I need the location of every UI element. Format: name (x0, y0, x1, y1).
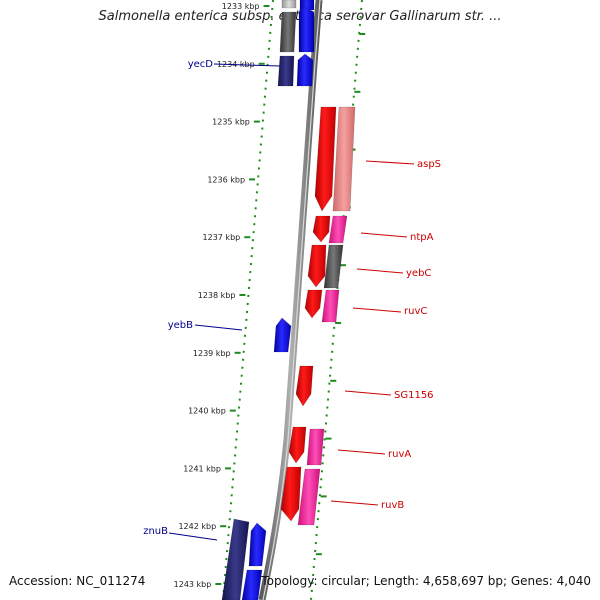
tick-label: 1235 kbp (212, 118, 250, 127)
gene-yecD[interactable] (277, 55, 295, 87)
label-leader-line (352, 307, 402, 313)
gene-SG1156[interactable] (295, 365, 314, 407)
gene-label-ruvc[interactable]: ruvC (404, 306, 427, 317)
gene-ruvC-pink[interactable] (321, 289, 340, 323)
gene-ruvB-red[interactable] (280, 466, 302, 522)
gene-label-ntpa[interactable]: ntpA (410, 232, 434, 243)
accession-text: Accession: NC_011274 (9, 574, 146, 588)
gene-label-asps[interactable]: aspS (417, 159, 441, 170)
tick-label: 1238 kbp (198, 291, 236, 300)
gene-znuB[interactable] (221, 518, 250, 600)
tick-label: 1239 kbp (193, 349, 231, 358)
gene-block-gray[interactable] (279, 11, 297, 53)
gene-label-yebb[interactable]: yebB (168, 320, 193, 331)
label-leader-line (344, 390, 392, 396)
gene-block-blue-d[interactable] (241, 569, 263, 600)
gene-yebC-red[interactable] (307, 244, 327, 288)
label-leader-line (213, 63, 281, 67)
gene-aspS-red[interactable] (314, 106, 337, 212)
tick-label: 1236 kbp (207, 175, 245, 184)
gene-label-yecd[interactable]: yecD (188, 59, 214, 70)
label-leader-line (168, 532, 218, 541)
gene-yebB[interactable] (273, 317, 292, 353)
gene-block-blue-c[interactable] (248, 522, 267, 567)
gene-block-top-gray[interactable] (281, 0, 297, 9)
gene-label-sg1156[interactable]: SG1156 (394, 390, 434, 401)
gene-ruvC-red[interactable] (304, 289, 323, 319)
gene-block-blue-b[interactable] (296, 53, 314, 87)
gene-labels: yecD aspS ntpA yebC ruvC yebB SG1156 ruvA ruvB zn… (143, 59, 441, 541)
gene-ruvA-pink[interactable] (306, 428, 325, 466)
gene-label-ruvb[interactable]: ruvB (381, 500, 404, 511)
gene-label-znub[interactable]: znuB (143, 526, 168, 537)
label-leader-line (356, 268, 404, 274)
tick-label: 1240 kbp (188, 407, 226, 416)
label-leader-line (360, 232, 408, 238)
tick-label: 1242 kbp (178, 522, 216, 531)
gene-yebC-gray[interactable] (323, 244, 344, 289)
label-leader-line (365, 160, 415, 165)
genome-backbone (258, 0, 323, 600)
tick-label: 1233 kbp (222, 2, 260, 11)
label-leader-line (337, 449, 386, 455)
label-leader-line (194, 324, 243, 331)
gene-ruvA-red[interactable] (288, 426, 307, 464)
gene-aspS-salmon[interactable] (332, 106, 356, 212)
gene-ntpA-pink[interactable] (328, 215, 348, 244)
tick-label: 1237 kbp (203, 233, 241, 242)
tick-label: 1241 kbp (183, 464, 221, 473)
gene-ruvB-pink[interactable] (297, 468, 321, 526)
gene-block-blue-a[interactable] (298, 5, 315, 53)
topology-text: Topology: circular; Length: 4,658,697 bp… (261, 574, 591, 588)
gene-ntpA-red[interactable] (312, 215, 331, 243)
label-leader-line (330, 500, 379, 506)
gene-label-ruva[interactable]: ruvA (388, 449, 411, 460)
gene-features (221, 0, 356, 600)
gene-label-yebc[interactable]: yebC (406, 268, 431, 279)
tick-label: 1243 kbp (174, 580, 212, 589)
